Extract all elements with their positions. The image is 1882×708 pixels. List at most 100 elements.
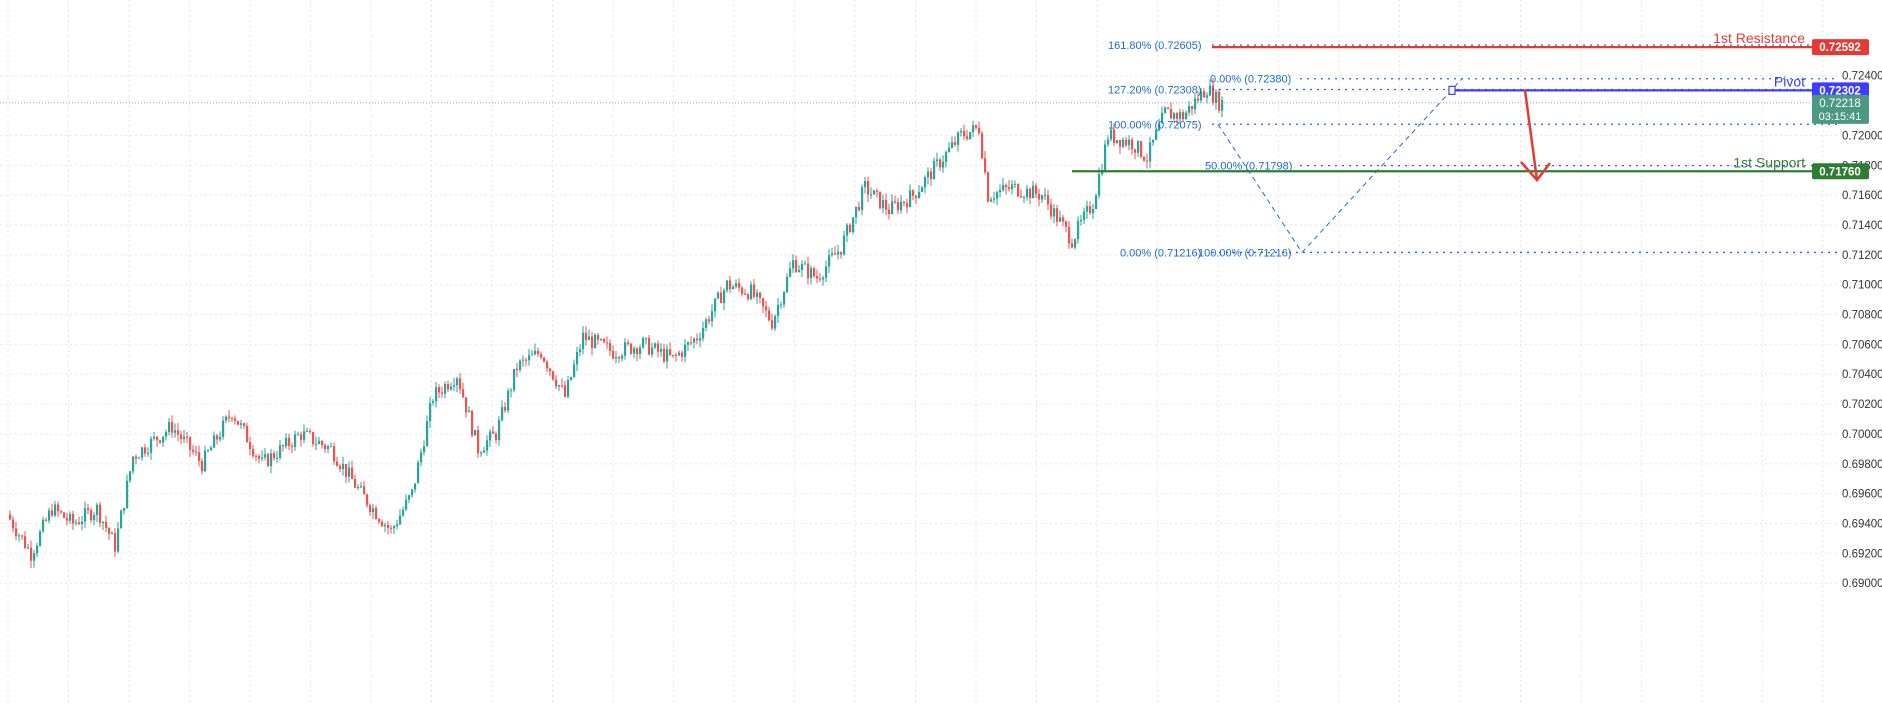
candle-body — [51, 510, 54, 516]
y-tick-label: 0.70400 — [1842, 369, 1882, 381]
candle-body — [330, 446, 333, 448]
candle-body — [636, 348, 639, 355]
candle-body — [477, 430, 480, 454]
candle-body — [105, 521, 108, 528]
candle-body — [648, 338, 651, 355]
candle-body — [327, 446, 330, 450]
candle-body — [963, 131, 966, 137]
candle-body — [267, 454, 270, 466]
candle-body — [438, 387, 441, 393]
candle-body — [834, 253, 837, 255]
candle-body — [57, 504, 60, 512]
y-tick-label: 0.71200 — [1842, 250, 1882, 262]
candle-body — [102, 521, 105, 523]
candle-body — [738, 283, 741, 288]
candle-body — [75, 522, 78, 524]
candle-body — [543, 357, 546, 362]
candle-body — [507, 390, 510, 411]
candle-body — [1158, 123, 1161, 131]
candle-body — [402, 509, 405, 516]
candle-body — [660, 349, 663, 352]
candle-body — [588, 336, 591, 341]
pivot-handle[interactable] — [1448, 85, 1456, 95]
fib-label-161: 161.80% (0.72605) — [1108, 40, 1202, 52]
candle-body — [1050, 204, 1053, 217]
candle-body — [69, 513, 72, 521]
candle-body — [876, 190, 879, 192]
candle-body — [27, 547, 30, 549]
candle-body — [567, 379, 570, 397]
candle-body — [231, 418, 234, 420]
candle-body — [657, 343, 660, 352]
candle-body — [597, 334, 600, 340]
candle-body — [780, 304, 783, 306]
candle-body — [351, 467, 354, 480]
candle-body — [48, 510, 51, 521]
candle-body — [813, 268, 816, 277]
candle-body — [1053, 208, 1056, 217]
candle-body — [768, 310, 771, 321]
candle-body — [525, 359, 528, 361]
candle-body — [621, 355, 624, 359]
candle-body — [870, 194, 873, 196]
candle-body — [465, 397, 468, 413]
candle-body — [1047, 195, 1050, 205]
candle-body — [447, 383, 450, 390]
candle-body — [1089, 206, 1092, 214]
candle-body — [129, 471, 132, 481]
candle-body — [993, 198, 996, 200]
candle-body — [207, 450, 210, 452]
candle-body — [1107, 139, 1110, 145]
candle-body — [108, 527, 111, 534]
candle-body — [210, 447, 213, 451]
candle-body — [510, 390, 513, 392]
candle-body — [978, 127, 981, 134]
fib-label-ret-50: 50.00% (0.71798) — [1205, 161, 1292, 173]
candle-body — [882, 200, 885, 209]
candle-body — [1176, 113, 1179, 119]
candle-body — [285, 437, 288, 447]
candle-body — [417, 462, 420, 484]
countdown-text: 03:15:41 — [1819, 111, 1862, 123]
candle-body — [486, 440, 489, 451]
candle-body — [1071, 243, 1074, 248]
candle-body — [783, 292, 786, 305]
candle-body — [468, 410, 471, 413]
candle-body — [990, 199, 993, 202]
candle-body — [186, 436, 189, 438]
candle-body — [66, 517, 69, 521]
candle-body — [63, 512, 66, 518]
candle-body — [462, 389, 465, 398]
candle-body — [372, 508, 375, 513]
candle-body — [810, 268, 813, 279]
candle-body — [324, 445, 327, 450]
candle-body — [1140, 141, 1143, 158]
candle-body — [441, 392, 444, 394]
candle-body — [1104, 144, 1107, 171]
candle-body — [960, 131, 963, 133]
candle-body — [957, 132, 960, 145]
candle-body — [1125, 139, 1128, 146]
candle-body — [396, 524, 399, 527]
fib-label-ext-0: 0.00% (0.71216) — [1120, 247, 1201, 259]
level-lines: 1st Resistance Pivot 1st Support — [0, 30, 1838, 182]
candle-body — [903, 201, 906, 203]
candle-body — [906, 202, 909, 207]
candle-body — [1221, 100, 1224, 111]
candle-body — [951, 142, 954, 148]
down-arrow-head — [1520, 161, 1551, 182]
candle-body — [516, 368, 519, 370]
y-tick-label: 0.71600 — [1842, 190, 1882, 202]
candle-body — [363, 486, 366, 495]
price-axis[interactable]: 0.724000.720000.718000.716000.714000.712… — [1812, 0, 1882, 703]
down-arrow-shaft — [1523, 89, 1539, 181]
candle-body — [666, 349, 669, 362]
candle-body — [339, 465, 342, 470]
candle-body — [894, 201, 897, 203]
candle-body — [240, 423, 243, 425]
candle-body — [318, 441, 321, 444]
candle-body — [279, 445, 282, 458]
candle-body — [72, 513, 75, 524]
candle-body — [792, 260, 795, 269]
